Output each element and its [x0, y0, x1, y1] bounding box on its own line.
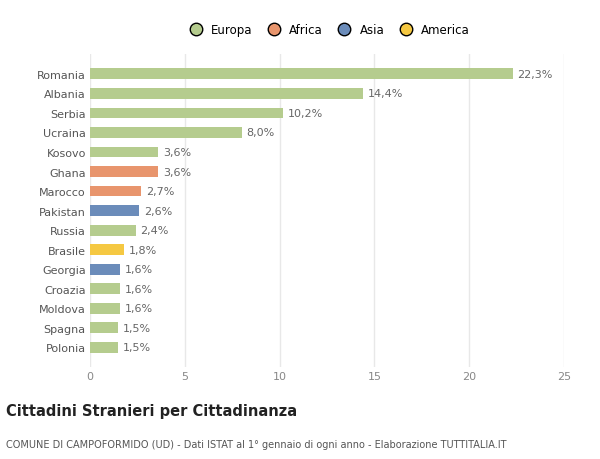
Bar — [90, 128, 242, 139]
Bar — [90, 147, 158, 158]
Bar — [90, 303, 121, 314]
Bar — [90, 108, 283, 119]
Text: 1,6%: 1,6% — [125, 304, 153, 313]
Text: 1,5%: 1,5% — [123, 323, 151, 333]
Text: 1,6%: 1,6% — [125, 265, 153, 274]
Text: 3,6%: 3,6% — [163, 148, 191, 157]
Text: 10,2%: 10,2% — [288, 109, 323, 118]
Text: Cittadini Stranieri per Cittadinanza: Cittadini Stranieri per Cittadinanza — [6, 403, 297, 419]
Bar — [90, 186, 141, 197]
Text: 14,4%: 14,4% — [368, 89, 403, 99]
Bar — [90, 167, 158, 178]
Bar — [90, 89, 363, 100]
Bar — [90, 264, 121, 275]
Bar — [90, 342, 118, 353]
Bar — [90, 284, 121, 295]
Text: 2,6%: 2,6% — [144, 206, 172, 216]
Bar — [90, 323, 118, 334]
Bar — [90, 245, 124, 256]
Bar — [90, 206, 139, 217]
Text: 2,7%: 2,7% — [146, 187, 175, 196]
Bar — [90, 225, 136, 236]
Legend: Europa, Africa, Asia, America: Europa, Africa, Asia, America — [181, 20, 473, 40]
Text: 1,5%: 1,5% — [123, 343, 151, 353]
Text: 1,8%: 1,8% — [129, 245, 157, 255]
Text: 1,6%: 1,6% — [125, 284, 153, 294]
Text: 3,6%: 3,6% — [163, 167, 191, 177]
Text: COMUNE DI CAMPOFORMIDO (UD) - Dati ISTAT al 1° gennaio di ogni anno - Elaborazio: COMUNE DI CAMPOFORMIDO (UD) - Dati ISTAT… — [6, 440, 506, 449]
Text: 22,3%: 22,3% — [518, 70, 553, 79]
Bar — [90, 69, 513, 80]
Text: 2,4%: 2,4% — [140, 226, 169, 235]
Text: 8,0%: 8,0% — [247, 128, 275, 138]
